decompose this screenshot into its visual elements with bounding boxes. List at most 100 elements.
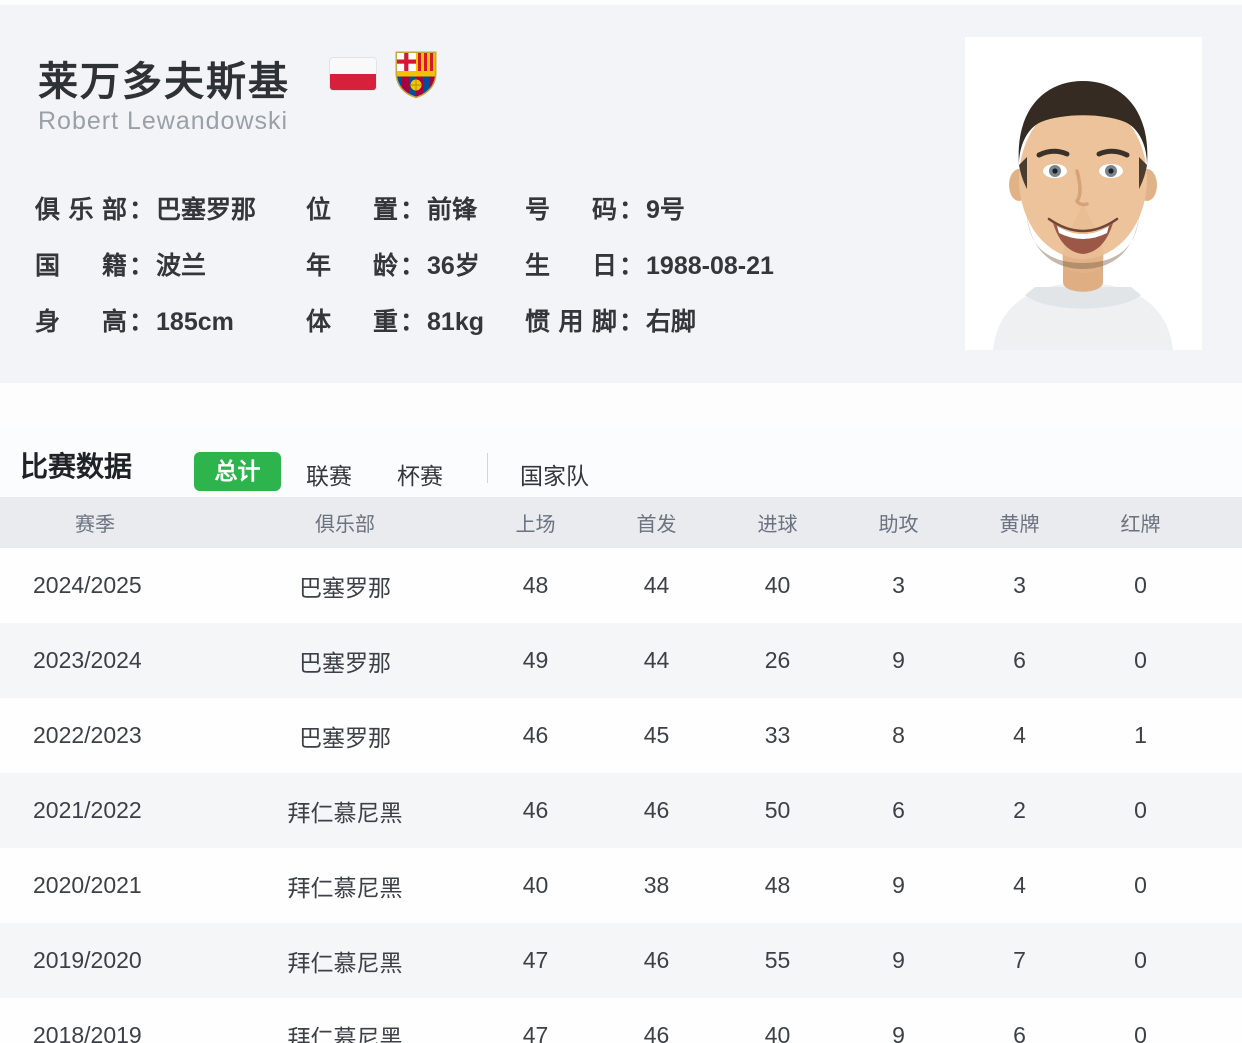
tab-league[interactable]: 联赛 [306, 463, 352, 489]
cell-starts: 44 [643, 647, 670, 673]
col-season: 赛季 [75, 514, 115, 536]
cell-goals: 55 [764, 947, 791, 973]
table-row: 2019/2020 拜仁慕尼黑 47 46 55 9 7 0 [0, 923, 1242, 998]
cell-assists: 9 [892, 872, 905, 898]
info-value: 1988-08-21 [646, 252, 774, 280]
flag-red-stripe [330, 74, 376, 90]
col-starts: 首发 [636, 514, 677, 536]
player-name-cn: 莱万多夫斯基 [38, 60, 290, 104]
info-preferred-foot: 惯用脚：右脚 [525, 302, 774, 338]
cell-goals: 48 [764, 872, 791, 898]
cell-goals: 40 [764, 1022, 791, 1043]
cell-season: 2018/2019 [33, 1022, 142, 1043]
cell-red-cards: 0 [1134, 872, 1147, 898]
info-value: 9号 [646, 196, 685, 224]
flag-white-stripe [330, 58, 376, 74]
cell-season: 2024/2025 [33, 572, 142, 598]
stats-table-body: 2024/2025 巴塞罗那 48 44 40 3 3 0 2023/2024 巴塞罗那 49 44 2… [0, 548, 1242, 1043]
info-label: 号码 [525, 196, 617, 224]
cell-appearances: 48 [522, 572, 549, 598]
cell-appearances: 47 [522, 1022, 549, 1043]
cell-goals: 33 [764, 722, 791, 748]
cell-club: 拜仁慕尼黑 [287, 1024, 403, 1043]
tab-divider [487, 453, 488, 483]
cell-season: 2021/2022 [33, 797, 142, 823]
cell-assists: 8 [892, 722, 905, 748]
cell-club: 巴塞罗那 [299, 724, 391, 751]
info-label: 体重 [306, 308, 398, 336]
info-value: 185cm [156, 308, 234, 336]
info-value: 前锋 [427, 196, 478, 224]
info-height: 身高：185cm [35, 302, 306, 338]
cell-starts: 44 [643, 572, 670, 598]
table-row: 2024/2025 巴塞罗那 48 44 40 3 3 0 [0, 548, 1242, 623]
cell-red-cards: 1 [1134, 722, 1147, 748]
cell-yellow-cards: 3 [1013, 572, 1026, 598]
cell-goals: 40 [764, 572, 791, 598]
cell-red-cards: 0 [1134, 572, 1147, 598]
cell-club: 拜仁慕尼黑 [287, 799, 403, 826]
cell-club: 拜仁慕尼黑 [287, 949, 403, 976]
cell-appearances: 47 [522, 947, 549, 973]
cell-goals: 26 [764, 647, 791, 673]
cell-appearances: 40 [522, 872, 549, 898]
info-label: 惯用脚 [525, 308, 617, 336]
tab-national-team[interactable]: 国家队 [520, 463, 589, 489]
player-name-en: Robert Lewandowski [38, 107, 289, 135]
col-assists: 助攻 [878, 514, 919, 536]
info-age: 年龄：36岁 [306, 246, 525, 282]
fc-barcelona-badge-icon [395, 51, 437, 99]
tab-cup[interactable]: 杯赛 [397, 463, 443, 489]
cell-assists: 9 [892, 647, 905, 673]
cell-goals: 50 [764, 797, 791, 823]
cell-yellow-cards: 6 [1013, 1022, 1026, 1043]
info-label: 国籍 [35, 252, 127, 280]
table-row: 2022/2023 巴塞罗那 46 45 33 8 4 1 [0, 698, 1242, 773]
table-row: 2020/2021 拜仁慕尼黑 40 38 48 9 4 0 [0, 848, 1242, 923]
cell-starts: 46 [643, 797, 670, 823]
cell-yellow-cards: 4 [1013, 722, 1026, 748]
poland-flag-icon [330, 58, 376, 90]
col-club: 俱乐部 [315, 514, 375, 536]
match-stats-section: 比赛数据 总计 联赛 杯赛 国家队 赛季 俱乐部 上场 首发 进球 助攻 黄牌 … [0, 427, 1242, 1043]
table-row: 2023/2024 巴塞罗那 49 44 26 9 6 0 [0, 623, 1242, 698]
info-value: 巴塞罗那 [156, 196, 257, 224]
info-nationality: 国籍：波兰 [35, 246, 306, 282]
cell-assists: 9 [892, 1022, 905, 1043]
cell-starts: 38 [643, 872, 670, 898]
cell-starts: 45 [643, 722, 670, 748]
info-number: 号码：9号 [525, 190, 774, 226]
info-label: 俱乐部 [35, 196, 127, 224]
info-label: 年龄 [306, 252, 398, 280]
cell-appearances: 46 [522, 797, 549, 823]
cell-red-cards: 0 [1134, 647, 1147, 673]
info-birthday: 生日：1988-08-21 [525, 246, 774, 282]
stats-table-header: 赛季 俱乐部 上场 首发 进球 助攻 黄牌 红牌 [0, 497, 1242, 548]
cell-yellow-cards: 4 [1013, 872, 1026, 898]
cell-starts: 46 [643, 1022, 670, 1043]
section-title: 比赛数据 [20, 451, 133, 482]
cell-club: 巴塞罗那 [299, 574, 391, 601]
info-label: 位置 [306, 196, 398, 224]
col-goals: 进球 [757, 514, 798, 536]
info-label: 生日 [525, 252, 617, 280]
player-header-card: 莱万多夫斯基 [0, 5, 1242, 383]
col-red-cards: 红牌 [1120, 514, 1161, 536]
cell-season: 2020/2021 [33, 872, 142, 898]
tab-total[interactable]: 总计 [194, 452, 281, 491]
player-headshot-illustration [965, 37, 1202, 350]
col-yellow-cards: 黄牌 [999, 514, 1040, 536]
cell-season: 2023/2024 [33, 647, 142, 673]
cell-appearances: 49 [522, 647, 549, 673]
info-value: 36岁 [427, 252, 480, 280]
player-info-grid: 俱乐部：巴塞罗那 位置：前锋 号码：9号 国籍：波兰 年龄：36岁 生日：198… [35, 180, 774, 348]
cell-season: 2019/2020 [33, 947, 142, 973]
table-row: 2018/2019 拜仁慕尼黑 47 46 40 9 6 0 [0, 998, 1242, 1043]
cell-season: 2022/2023 [33, 722, 142, 748]
cell-red-cards: 0 [1134, 947, 1147, 973]
cell-assists: 6 [892, 797, 905, 823]
cell-assists: 9 [892, 947, 905, 973]
info-position: 位置：前锋 [306, 190, 525, 226]
info-club: 俱乐部：巴塞罗那 [35, 190, 306, 226]
info-value: 波兰 [156, 252, 207, 280]
